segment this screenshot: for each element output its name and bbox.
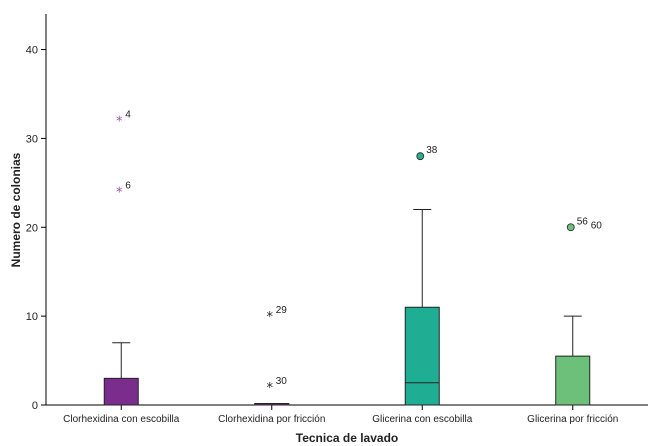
outlier-star: * (267, 310, 274, 325)
outlier-star: * (116, 115, 123, 130)
box-iqr (555, 355, 591, 406)
axes (45, 14, 648, 406)
box-iqr (103, 377, 139, 406)
outlier-label: 60 (591, 220, 603, 231)
box-group: * 29* 30 (254, 305, 290, 406)
y-ticks: 0 10 20 30 40 (26, 45, 46, 412)
box-iqr (404, 306, 440, 406)
x-axis-title: Tecnica de lavado (296, 431, 399, 445)
outlier-label: 29 (276, 305, 288, 316)
y-tick-label: 30 (26, 133, 38, 145)
y-tick-label: 0 (32, 400, 38, 412)
y-tick-label: 20 (26, 222, 38, 234)
outlier-label: 30 (276, 376, 288, 387)
y-axis-title: Numero de colonias (9, 152, 23, 267)
outlier-label: 56 (577, 216, 589, 227)
x-tick-label: Clorhexidina con escobilla (63, 414, 180, 425)
x-tick-label: Clorhexidina por fricción (218, 414, 325, 425)
y-tick-label: 10 (26, 311, 38, 323)
box-group: * 4* 6 (103, 110, 139, 406)
outlier-label: 4 (125, 110, 131, 121)
y-tick-label: 40 (26, 45, 38, 57)
box-group: 56 60 (555, 216, 603, 406)
outlier-circle (566, 223, 575, 232)
x-tick-label: Glicerina por fricción (527, 414, 618, 425)
outlier-star: * (116, 186, 123, 201)
x-tick-label: Glicerina con escobilla (372, 414, 472, 425)
x-ticks: Clorhexidina con escobilla Clorhexidina p… (63, 405, 618, 425)
outlier-star: * (267, 381, 274, 396)
outlier-label: 6 (125, 181, 131, 192)
outlier-label: 38 (426, 145, 438, 156)
outlier-circle (416, 152, 425, 161)
box-group: 38 (404, 145, 440, 406)
